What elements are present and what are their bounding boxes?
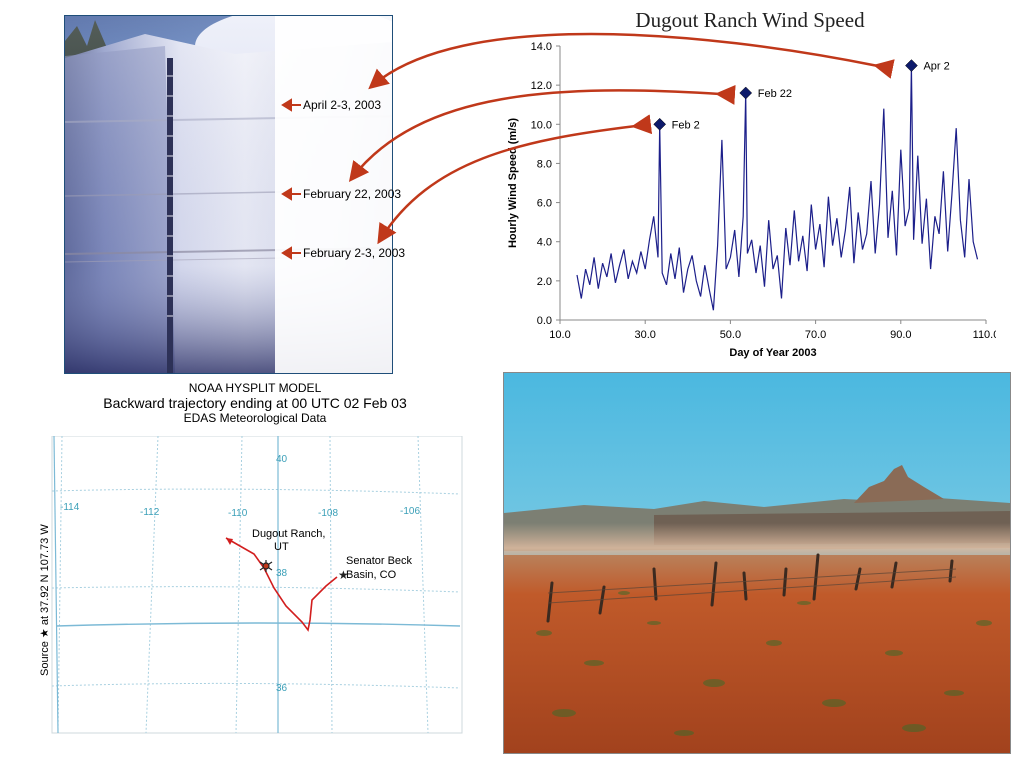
- y-tick-label: 14.0: [531, 41, 552, 53]
- snowpit-photo-panel: April 2-3, 2003 February 22, 2003 Februa…: [64, 15, 405, 374]
- peak-label: Feb 2: [672, 119, 700, 131]
- senator-beck-star-icon: ★: [338, 568, 349, 582]
- x-tick-label: 50.0: [720, 329, 741, 341]
- y-tick-label: 6.0: [537, 198, 552, 210]
- hysplit-header: NOAA HYSPLIT MODEL Backward trajectory e…: [40, 381, 470, 426]
- x-tick-label: 70.0: [805, 329, 826, 341]
- hysplit-trajectory-map: -114 -112 -110 -108 -106 40 38 36 Source…: [40, 436, 470, 736]
- x-tick-label: 30.0: [634, 329, 655, 341]
- peak-label: Feb 22: [758, 88, 792, 100]
- lon-label-106: -106: [400, 506, 420, 517]
- lat-label-38: 38: [276, 568, 288, 579]
- senator-label-1: Senator Beck: [346, 555, 413, 567]
- source-label: Source ★ at 37.92 N 107.73 W: [40, 524, 51, 676]
- peak-label: Apr 2: [923, 61, 949, 73]
- y-tick-label: 8.0: [537, 158, 552, 170]
- lat-label-40: 40: [276, 454, 288, 465]
- wind-speed-series: [576, 65, 979, 311]
- x-tick-label: 10.0: [549, 329, 570, 341]
- wind-speed-chart: 0.0 2.0 4.0 6.0 8.0 10.0 12.0 14.0 10.0 30.0 50.0 7…: [507, 41, 996, 359]
- lon-label-112: -112: [140, 507, 160, 518]
- label-feb2: February 2-3, 2003: [303, 246, 406, 260]
- y-tick-label: 2.0: [537, 276, 552, 288]
- dugout-label-1: Dugout Ranch,: [252, 528, 325, 540]
- hysplit-title-3: EDAS Meteorological Data: [183, 411, 327, 425]
- lon-label-110: -110: [228, 508, 248, 519]
- x-axis-title: Day of Year 2003: [729, 347, 816, 359]
- hysplit-title-1: NOAA HYSPLIT MODEL: [188, 381, 322, 395]
- label-feb22: February 22, 2003: [303, 187, 402, 201]
- trajectory-arrow-icon: [226, 538, 233, 545]
- peak-marker: [739, 86, 753, 100]
- senator-label-2: Basin, CO: [346, 569, 397, 581]
- hysplit-title-2: Backward trajectory ending at 00 UTC 02 …: [103, 395, 407, 411]
- label-pointers: [281, 98, 301, 260]
- y-tick-label: 0.0: [537, 315, 552, 327]
- chart-title: Dugout Ranch Wind Speed: [635, 8, 865, 32]
- x-tick-label: 90.0: [890, 329, 911, 341]
- desert-dust-photo: [503, 372, 1011, 754]
- peak-marker: [905, 59, 918, 72]
- y-tick-label: 12.0: [531, 80, 552, 92]
- snowpit-photo: [65, 16, 392, 373]
- peak-marker: [653, 117, 667, 131]
- trajectory-line: [225, 537, 338, 632]
- y-tick-label: 10.0: [531, 119, 552, 131]
- x-tick-label: 110.0: [973, 329, 996, 341]
- dugout-label-2: UT: [274, 541, 289, 553]
- dugout-ranch-marker-icon: [259, 560, 273, 572]
- lon-label-114: -114: [60, 502, 80, 513]
- y-tick-label: 4.0: [537, 237, 552, 249]
- y-axis-title: Hourly Wind Speed (m/s): [507, 118, 519, 248]
- lat-label-36: 36: [276, 683, 288, 694]
- lon-label-108: -108: [318, 508, 338, 519]
